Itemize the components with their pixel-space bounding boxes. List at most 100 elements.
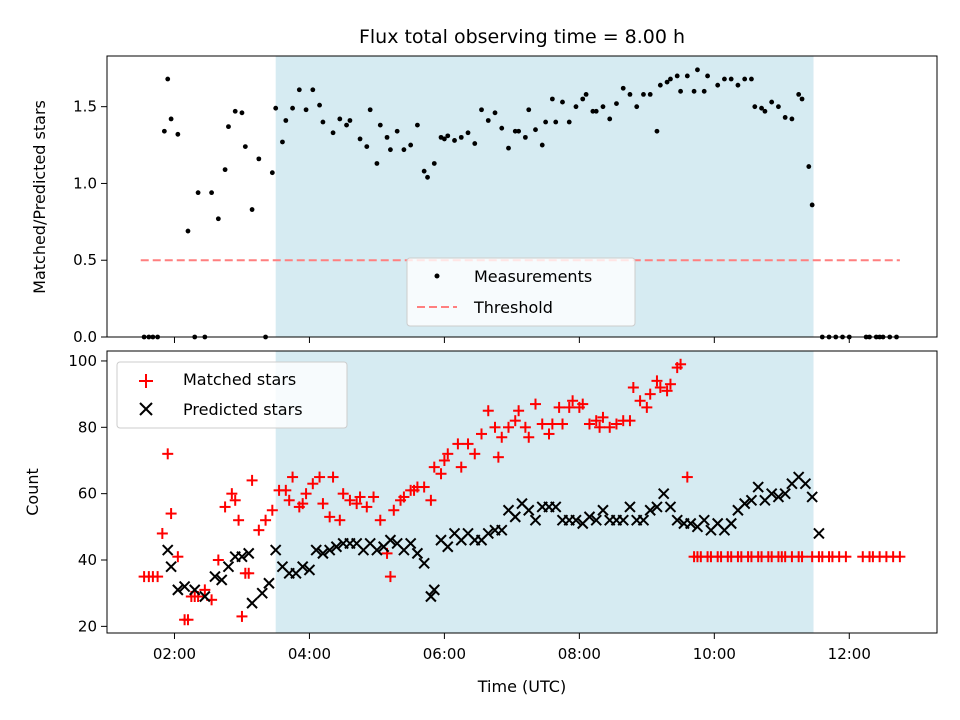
measurement-point: [742, 76, 748, 82]
predicted-star-point: [583, 511, 596, 523]
matched-star-point: [590, 415, 602, 427]
predicted-star-point: [317, 547, 329, 560]
measurement-point: [799, 96, 805, 102]
predicted-star-point: [256, 587, 268, 599]
matched-star-point: [324, 511, 336, 523]
ratio-tick-label: 0.0: [73, 328, 97, 346]
predicted-star-point: [745, 494, 758, 507]
matched-star-point: [226, 488, 238, 500]
predicted-star-point: [425, 590, 437, 603]
matched-star-point: [796, 551, 808, 563]
measurement-point: [654, 128, 660, 134]
matched-star-point: [583, 418, 595, 430]
predicted-star-point: [243, 547, 255, 560]
measurement-point: [452, 138, 457, 143]
legend-label-matched: Matched stars: [183, 370, 296, 389]
measurement-point: [512, 128, 518, 134]
measurement-point: [566, 119, 572, 125]
matched-star-point: [644, 388, 656, 400]
predicted-star-point: [172, 584, 184, 596]
matched-star-point: [246, 474, 258, 486]
measurement-point: [357, 136, 363, 142]
predicted-star-point: [496, 524, 508, 536]
matched-star-point: [543, 428, 555, 440]
matched-star-point: [172, 551, 184, 563]
matched-star-point: [212, 554, 224, 566]
time-axis-ticks: 02:00 04:00 06:00 08:00 10:00 12:00: [153, 633, 871, 663]
measurement-point: [479, 107, 484, 113]
count-panel: 20 40 60 80 100 Count 02:00 04:00 06:00 08:00 10…: [23, 350, 938, 696]
measurement-point: [573, 104, 579, 110]
count-axis-ticks: 20 40 60 80 100: [68, 352, 107, 635]
matched-star-point: [152, 571, 164, 583]
measurement-point: [657, 82, 663, 88]
time-tick-label: 08:00: [558, 645, 601, 663]
matched-star-point: [260, 514, 272, 526]
measurement-point: [249, 207, 255, 212]
measurement-point: [526, 107, 532, 113]
measurement-point: [394, 128, 400, 134]
matched-star-point: [182, 614, 194, 626]
measurement-point: [441, 136, 447, 142]
ratio-tick-label: 0.5: [73, 251, 97, 269]
count-tick-label: 40: [78, 551, 97, 569]
measurement-point: [614, 101, 619, 107]
measurement-point: [226, 124, 231, 130]
matched-star-point: [469, 448, 481, 460]
matched-star-point: [675, 358, 687, 370]
predicted-star-point: [637, 514, 650, 526]
time-axis-label: Time (UTC): [477, 677, 566, 696]
matched-star-point: [354, 491, 366, 503]
matched-star-point: [681, 471, 693, 483]
measurement-point: [580, 96, 586, 102]
matched-star-point: [556, 418, 568, 430]
matched-star-point: [314, 471, 326, 483]
matched-stars-points: [138, 358, 906, 626]
predicted-star-point: [371, 544, 383, 556]
time-tick-label: 06:00: [423, 645, 466, 663]
predicted-star-point: [189, 584, 201, 596]
matched-star-point: [243, 567, 255, 579]
predicted-star-point: [590, 514, 602, 526]
measurement-point: [634, 104, 640, 110]
measurement-point: [367, 107, 373, 113]
measurement-point: [195, 190, 201, 196]
count-legend: Matched stars Predicted stars: [116, 361, 348, 429]
measurement-point: [728, 76, 734, 82]
matched-star-point: [428, 461, 440, 473]
matched-star-point: [334, 514, 346, 526]
measurement-point: [209, 190, 214, 196]
predicted-star-point: [165, 560, 177, 573]
predicted-star-point: [523, 504, 535, 516]
matched-star-point: [300, 488, 312, 500]
ratio-axis-ticks: 0.0 0.5 1.0 1.5: [73, 98, 850, 346]
measurement-point: [516, 128, 522, 134]
predicted-star-point: [222, 560, 235, 573]
measurement-point: [539, 142, 545, 148]
matched-star-point: [577, 398, 589, 410]
matched-star-point: [398, 491, 410, 503]
measurement-point: [492, 110, 498, 116]
count-tick-label: 20: [78, 617, 97, 635]
predicted-star-point: [310, 544, 322, 556]
predicted-star-point: [698, 514, 710, 526]
measurement-point: [384, 134, 390, 140]
measurement-point: [215, 216, 221, 222]
measurement-point: [590, 108, 596, 114]
measurement-point: [560, 99, 565, 105]
observing-window-shade-bottom: [275, 351, 814, 633]
measurement-point: [506, 145, 511, 151]
predicted-star-point: [442, 541, 454, 553]
predicted-star-point: [684, 517, 697, 530]
measurement-point: [583, 91, 589, 97]
predicted-star-point: [570, 514, 582, 526]
predicted-star-point: [384, 534, 397, 546]
measurement-point: [789, 116, 795, 122]
measurement-point: [641, 91, 646, 97]
measurement-point: [701, 88, 707, 94]
matched-star-point: [351, 498, 363, 510]
count-tick-label: 60: [78, 485, 97, 503]
measurement-point: [796, 91, 802, 97]
measurement-point: [377, 122, 383, 128]
measurement-point: [806, 164, 812, 169]
